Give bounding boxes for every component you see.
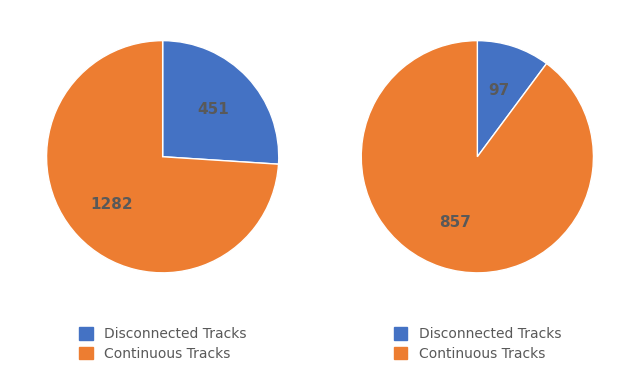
Wedge shape xyxy=(477,41,547,157)
Text: 1282: 1282 xyxy=(90,197,133,212)
Wedge shape xyxy=(47,41,278,273)
Legend: Disconnected Tracks, Continuous Tracks: Disconnected Tracks, Continuous Tracks xyxy=(387,320,568,368)
Wedge shape xyxy=(361,41,593,273)
Wedge shape xyxy=(163,41,279,164)
Text: 97: 97 xyxy=(488,83,510,98)
Legend: Disconnected Tracks, Continuous Tracks: Disconnected Tracks, Continuous Tracks xyxy=(72,320,253,368)
Text: 451: 451 xyxy=(198,102,229,116)
Text: 857: 857 xyxy=(440,216,472,230)
